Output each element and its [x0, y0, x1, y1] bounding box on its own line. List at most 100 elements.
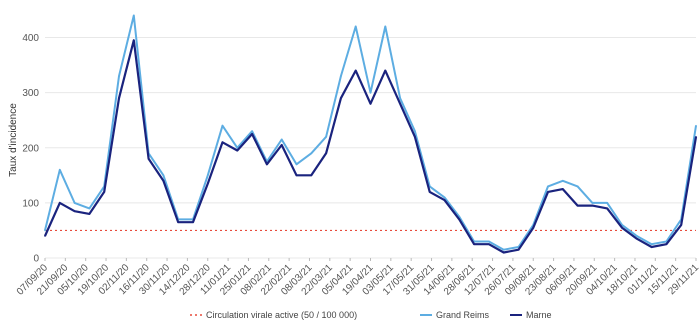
data-point — [236, 146, 239, 149]
data-point — [280, 138, 283, 141]
data-point — [576, 204, 579, 207]
data-point — [502, 248, 505, 251]
x-axis-ticks: 07/09/2021/09/2005/10/2019/10/2002/11/20… — [15, 258, 700, 298]
y-axis-ticks: 0 100 200 300 400 — [22, 33, 39, 264]
data-point — [221, 124, 224, 127]
series-line — [44, 14, 697, 251]
data-point — [118, 75, 120, 77]
data-point — [369, 102, 372, 105]
data-point — [44, 235, 46, 237]
series-layer — [43, 14, 698, 254]
data-point — [399, 102, 401, 105]
legend-label: Grand Reims — [436, 310, 490, 320]
data-point — [547, 191, 549, 193]
data-point — [576, 185, 579, 188]
legend-item: Circulation virale active (50 / 100 000) — [190, 310, 357, 320]
data-point — [295, 174, 298, 177]
data-point — [369, 91, 372, 94]
data-point — [636, 235, 638, 237]
data-point — [251, 133, 253, 135]
data-point — [310, 174, 313, 177]
y-tick-label: 200 — [22, 143, 39, 154]
data-point — [192, 221, 194, 223]
data-point — [665, 243, 668, 246]
legend-label: Circulation virale active (50 / 100 000) — [206, 310, 357, 320]
data-point — [325, 135, 327, 138]
data-point — [58, 169, 61, 171]
data-point — [695, 135, 697, 138]
data-point — [147, 158, 150, 160]
data-point — [132, 14, 135, 17]
data-point — [458, 218, 461, 221]
data-point — [650, 246, 653, 248]
data-point — [340, 75, 342, 77]
data-point — [251, 130, 253, 133]
data-point — [488, 243, 490, 246]
data-point — [266, 163, 268, 166]
data-point — [310, 152, 313, 155]
y-tick-label: 400 — [22, 33, 39, 44]
legend: Circulation virale active (50 / 100 000)… — [190, 310, 552, 320]
legend-item: Grand Reims — [420, 310, 490, 320]
data-point — [473, 243, 475, 246]
y-tick-label: 100 — [22, 198, 39, 209]
data-point — [591, 204, 594, 207]
data-point — [399, 97, 401, 99]
y-tick-label: 300 — [22, 88, 39, 99]
data-point — [221, 141, 224, 144]
y-tick-label: 0 — [33, 254, 39, 265]
data-point — [236, 149, 239, 152]
series-grand-reims — [44, 14, 697, 251]
data-point — [502, 251, 505, 254]
data-point — [562, 188, 564, 190]
y-axis-title: Taux d'incidence — [8, 103, 19, 177]
legend-label: Marne — [526, 310, 552, 320]
data-point — [591, 202, 594, 204]
data-point — [73, 202, 76, 204]
data-point — [650, 243, 653, 246]
data-point — [443, 196, 446, 199]
data-point — [280, 144, 283, 146]
data-point — [340, 97, 342, 99]
data-point — [177, 221, 179, 223]
series-line — [43, 39, 698, 254]
data-point — [58, 202, 61, 204]
legend-item: Marne — [510, 310, 552, 320]
data-point — [325, 152, 327, 155]
data-point — [636, 237, 638, 240]
data-point — [354, 69, 357, 72]
data-point — [606, 202, 609, 204]
data-point — [162, 180, 165, 182]
data-point — [680, 224, 683, 226]
data-point — [414, 135, 416, 138]
data-point — [695, 124, 697, 127]
data-point — [132, 39, 135, 42]
data-point — [547, 185, 549, 188]
data-point — [88, 213, 91, 215]
series-marne — [43, 39, 698, 254]
data-point — [428, 191, 431, 193]
data-point — [354, 25, 357, 28]
data-point — [414, 130, 416, 133]
data-point — [206, 174, 209, 177]
data-point — [73, 210, 76, 212]
data-point — [621, 224, 623, 226]
data-point — [517, 248, 520, 251]
data-point — [295, 163, 298, 166]
data-point — [488, 240, 490, 243]
data-point — [206, 182, 209, 185]
data-point — [562, 180, 564, 182]
data-point — [621, 226, 623, 229]
data-point — [88, 207, 91, 210]
data-point — [44, 229, 46, 232]
data-point — [103, 191, 105, 193]
grid — [45, 37, 696, 259]
data-point — [443, 199, 446, 201]
data-point — [532, 226, 535, 229]
data-point — [384, 25, 387, 28]
data-point — [606, 207, 609, 210]
data-point — [162, 174, 165, 177]
data-point — [118, 97, 120, 99]
data-point — [384, 69, 387, 72]
